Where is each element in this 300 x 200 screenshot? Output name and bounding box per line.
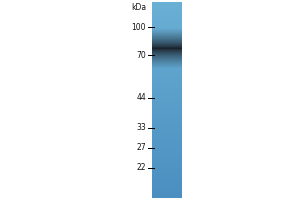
Text: 44: 44 [136, 94, 146, 102]
Text: 22: 22 [136, 164, 146, 172]
Text: 33: 33 [136, 123, 146, 132]
Text: 70: 70 [136, 50, 146, 60]
Text: 100: 100 [131, 22, 146, 31]
Text: 27: 27 [136, 144, 146, 152]
Text: kDa: kDa [131, 3, 146, 12]
